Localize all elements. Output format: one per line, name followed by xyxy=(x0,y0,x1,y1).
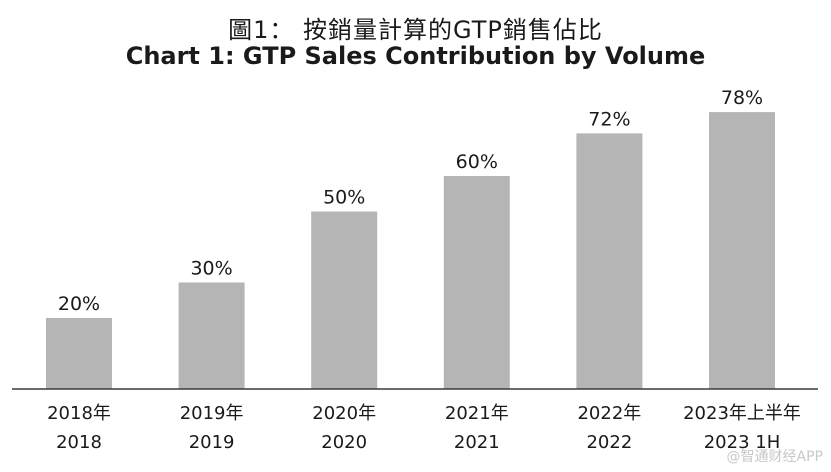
x-tick-label-en: 2023 1H xyxy=(704,432,781,453)
data-label: 60% xyxy=(456,151,498,173)
x-tick-label-en: 2019 xyxy=(189,432,235,453)
bar-2019 xyxy=(178,282,245,389)
x-tick-label-cn: 2019年 xyxy=(180,403,244,424)
data-label: 50% xyxy=(323,187,365,209)
x-tick-label-en: 2018 xyxy=(56,432,102,453)
x-tick-label-cn: 2022年 xyxy=(577,403,641,424)
bar-2020 xyxy=(311,211,378,389)
bar-2021 xyxy=(443,176,510,389)
bar-2022 xyxy=(576,133,643,389)
watermark: @智通财经APP xyxy=(726,449,823,465)
x-tick-label-cn: 2021年 xyxy=(445,403,509,424)
chart-title-chinese: 圖1： 按銷量計算的GTP銷售佔比 xyxy=(228,16,603,44)
x-tick-label-cn: 2018年 xyxy=(47,403,111,424)
data-label: 20% xyxy=(58,293,100,315)
x-tick-label-en: 2022 xyxy=(586,432,632,453)
data-label: 78% xyxy=(721,87,763,109)
x-tick-label-en: 2021 xyxy=(454,432,500,453)
bar-2023-1h xyxy=(709,112,775,389)
x-tick-label-cn: 2020年 xyxy=(312,403,376,424)
bar-2018 xyxy=(46,318,112,389)
data-label: 72% xyxy=(588,108,630,130)
chart-title-english: Chart 1: GTP Sales Contribution by Volum… xyxy=(125,42,706,70)
data-label: 30% xyxy=(190,258,232,280)
x-tick-label-en: 2020 xyxy=(321,432,367,453)
x-tick-label-cn: 2023年上半年 xyxy=(683,403,801,424)
